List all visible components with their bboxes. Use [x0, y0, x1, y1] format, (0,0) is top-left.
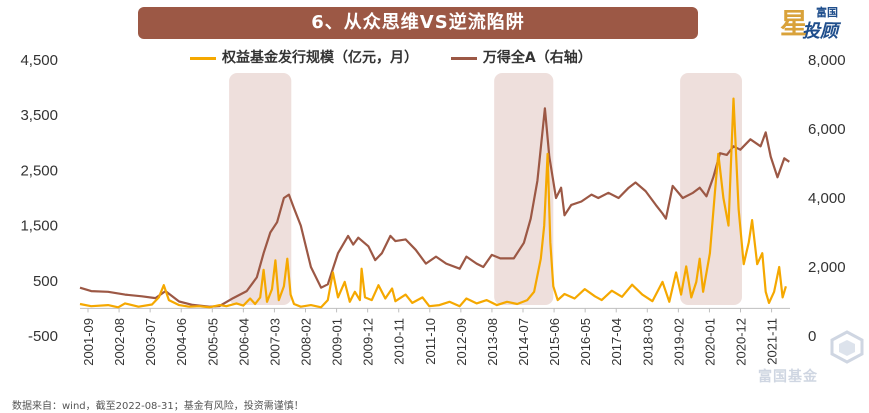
x-axis-tick-label: 2021-11: [765, 318, 780, 365]
data-source-footnote: 数据来自：wind，截至2022-08-31；基金有风险，投资需谨慎！: [12, 401, 304, 412]
star-logo-mark: 星: [780, 7, 809, 40]
x-axis-tick-label: 2008-02: [299, 318, 314, 366]
x-axis-tick-label: 2019-02: [671, 318, 686, 366]
x-axis-tick-label: 2013-08: [485, 318, 500, 366]
x-axis-tick-label: 2020-01: [702, 318, 717, 366]
x-axis-tick-label: 2007-03: [267, 318, 282, 366]
legend-label-wind-a: 万得全A（右轴）: [482, 50, 592, 66]
chart-legend: 权益基金发行规模（亿元，月） 万得全A（右轴）: [190, 47, 620, 67]
highlight-period-1: [229, 73, 292, 305]
x-axis-tick-label: 2004-06: [174, 318, 189, 366]
left-axis-tick-label: 500: [33, 273, 58, 290]
x-axis-tick-label: 2015-06: [547, 318, 562, 366]
legend-swatch-wind-a: [450, 56, 477, 60]
x-axis-tick-label: 2011-10: [423, 318, 438, 365]
legend-swatch-fund-issuance: [190, 56, 216, 60]
x-axis-tick-label: 2017-04: [609, 318, 624, 366]
highlight-period-3: [680, 73, 742, 305]
chart-title-banner: 6、从众思维VS逆流陷阱: [138, 7, 698, 39]
x-axis-tick-label: 2009-12: [361, 318, 376, 366]
fund-issuance-line: [79, 97, 787, 309]
right-axis-tick-label: 8,000: [808, 52, 846, 69]
x-axis-tick-label: 2016-05: [578, 318, 593, 366]
x-axis-tick-label: 2002-08: [112, 318, 127, 366]
wind-a-index-line: [79, 107, 790, 308]
right-axis-tick-label: 0: [808, 328, 816, 345]
legend-label-fund-issuance: 权益基金发行规模（亿元，月）: [222, 50, 418, 66]
left-axis-tick-label: 3,500: [20, 107, 58, 124]
left-axis-tick-label: 2,500: [20, 162, 58, 179]
right-axis-tick-label: 2,000: [808, 259, 846, 276]
x-axis-tick-label: 2006-04: [236, 318, 251, 366]
x-axis-tick-label: 2020-12: [734, 318, 749, 366]
x-axis-tick-label: 2014-07: [516, 318, 531, 366]
highlight-period-2: [494, 73, 554, 305]
logo-top-text: 富国: [816, 6, 838, 19]
watermark-text: 富国基金: [758, 369, 818, 385]
x-axis-tick-label: 2012-09: [454, 318, 469, 366]
brand-logo: 星 富国 投顾: [780, 2, 866, 42]
x-axis-tick-label: 2010-11: [392, 318, 407, 365]
x-axis-tick-label: 2018-03: [640, 318, 655, 366]
left-axis-tick-label: 1,500: [20, 218, 58, 235]
legend-item-wind-a: 万得全A（右轴）: [450, 47, 592, 67]
x-axis-tick-label: 2001-09: [81, 318, 96, 366]
right-axis-tick-label: 6,000: [808, 121, 846, 138]
left-axis-tick-label: -500: [28, 328, 58, 345]
left-axis-tick-label: 4,500: [20, 52, 58, 69]
x-axis-tick-label: 2003-07: [143, 318, 158, 366]
right-axis-tick-label: 4,000: [808, 190, 846, 207]
legend-item-fund-issuance: 权益基金发行规模（亿元，月）: [190, 47, 418, 67]
x-axis-tick-label: 2005-05: [205, 318, 220, 366]
watermark-logo-icon: [830, 330, 864, 364]
logo-bottom-text: 投顾: [802, 21, 838, 42]
x-axis-tick-label: 2009-01: [330, 318, 345, 366]
